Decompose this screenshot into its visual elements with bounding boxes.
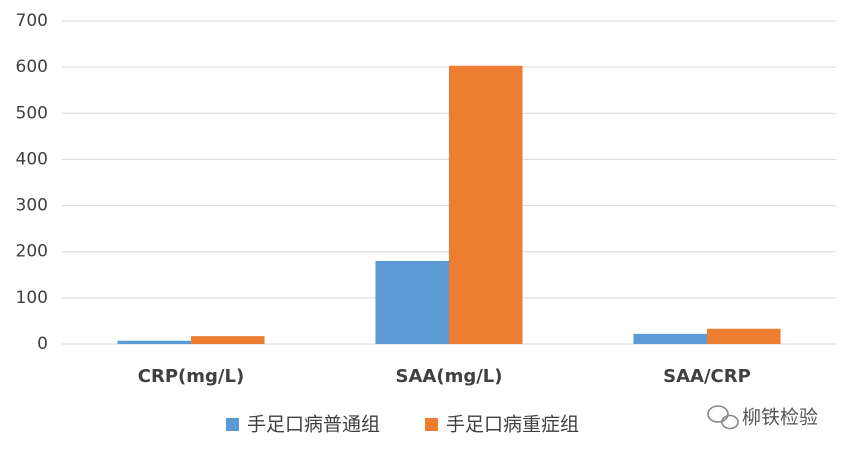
x-tick-label: CRP(mg/L)	[138, 366, 244, 387]
y-tick-label: 400	[16, 149, 48, 169]
x-tick-label: SAA(mg/L)	[396, 366, 503, 387]
x-tick-label: SAA/CRP	[663, 366, 751, 387]
bar	[117, 340, 191, 344]
y-tick-label: 200	[16, 242, 48, 262]
y-tick-label: 700	[16, 11, 48, 31]
y-tick-label: 100	[16, 288, 48, 308]
y-tick-label: 600	[16, 57, 48, 77]
y-tick-label: 300	[16, 196, 48, 216]
bar	[449, 65, 523, 344]
legend-swatch	[425, 418, 438, 431]
y-tick-label: 500	[16, 103, 48, 123]
watermark-icon	[707, 405, 739, 430]
watermark: 柳铁检验	[742, 407, 818, 429]
bar	[707, 328, 781, 344]
legend-label: 手足口病普通组	[247, 414, 380, 436]
y-tick-label: 0	[37, 334, 48, 354]
bar	[633, 333, 707, 344]
bar	[191, 336, 265, 344]
legend-swatch	[226, 418, 239, 431]
legend-label: 手足口病重症组	[446, 414, 579, 436]
bar	[375, 260, 449, 344]
